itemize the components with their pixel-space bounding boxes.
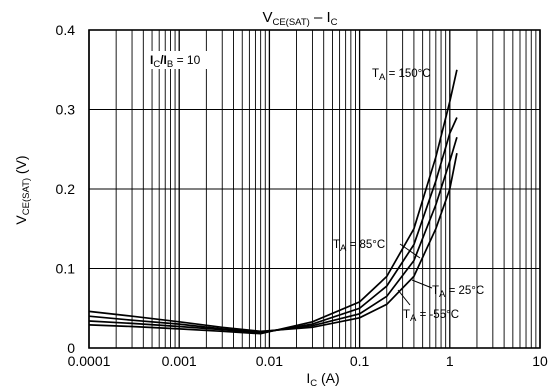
series-line-1 [88, 69, 458, 335]
y-tick-label: 0.2 [56, 181, 76, 197]
condition-label: IC/IB = 10 [146, 51, 218, 70]
x-tick-label: 10 [532, 353, 548, 369]
x-tick-label: 0.0001 [68, 353, 111, 369]
x-axis-label: IC (A) [306, 370, 339, 389]
x-tick-labels: 0.0001 0.001 0.01 0.1 1 10 [68, 353, 548, 369]
callout-leader [399, 243, 421, 259]
plot-frame [88, 29, 541, 349]
callouts: TA = 150°C TA = 85°C TA = 25°C TA = -55°C [333, 68, 484, 324]
series-line-2 [88, 117, 458, 334]
series-line-3 [88, 137, 458, 333]
x-tick-label: 0.1 [350, 353, 370, 369]
series-layer [88, 69, 458, 335]
callout-leader [411, 279, 433, 289]
x-tick-label: 0.001 [162, 353, 197, 369]
y-tick-label: 0.1 [56, 261, 76, 277]
series-label-4: TA = -55°C [403, 309, 459, 324]
y-tick-label: 0.3 [56, 102, 76, 118]
grid-major [88, 29, 541, 349]
y-tick-labels: 0 0.1 0.2 0.3 0.4 [56, 22, 76, 356]
series-line-4 [88, 153, 458, 333]
svg-text:IC/IB = 10: IC/IB = 10 [150, 53, 201, 70]
x-tick-label: 1 [446, 353, 454, 369]
y-axis-label: VCE(SAT) (V) [13, 155, 32, 224]
x-tick-label: 0.01 [256, 353, 283, 369]
series-label-3: TA = 25°C [432, 285, 484, 300]
series-label-1: TA = 150°C [372, 68, 431, 83]
chart-title: VCE(SAT) – IC [262, 9, 337, 28]
series-label-2: TA = 85°C [333, 239, 385, 254]
y-tick-label: 0 [67, 340, 75, 356]
callout-leader [397, 289, 411, 306]
y-tick-label: 0.4 [56, 22, 76, 38]
